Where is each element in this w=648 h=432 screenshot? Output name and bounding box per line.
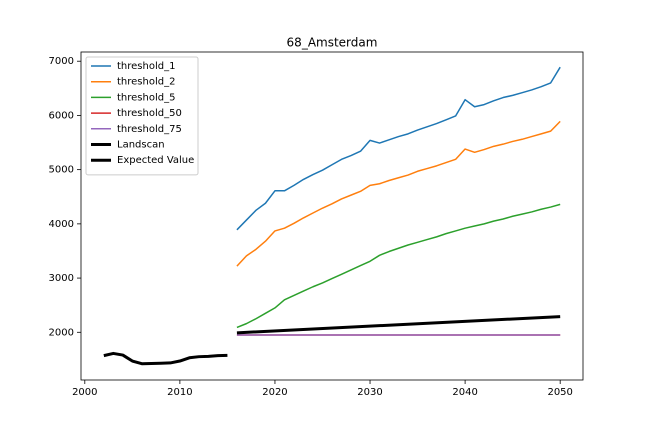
plot-frame	[80, 51, 584, 381]
x-tick-label: 2010	[167, 387, 192, 398]
legend-label: Landscan	[117, 140, 165, 151]
y-tick-label: 5000	[49, 165, 74, 176]
chart-title: 68_Amsterdam	[287, 36, 378, 50]
y-tick-label: 3000	[49, 273, 74, 284]
line-series	[103, 351, 228, 366]
line-series	[236, 66, 561, 231]
x-tick-label: 2040	[452, 387, 477, 398]
y-tick-label: 7000	[49, 56, 74, 67]
x-tick-label: 2050	[547, 387, 572, 398]
line-series	[236, 315, 561, 335]
x-tick-label: 2000	[72, 387, 97, 398]
y-tick-label: 2000	[49, 327, 74, 338]
legend-label: threshold_75	[117, 124, 182, 135]
legend-label: threshold_1	[117, 61, 175, 72]
legend-label: threshold_5	[117, 92, 175, 103]
y-tick-label: 6000	[49, 110, 74, 121]
x-tick-label: 2030	[357, 387, 382, 398]
legend-label: threshold_2	[117, 77, 175, 88]
line-series	[236, 120, 561, 267]
legend-label: threshold_50	[117, 108, 182, 119]
line-series	[236, 203, 561, 329]
legend-box	[85, 56, 199, 176]
y-tick-label: 4000	[49, 219, 74, 230]
legend-label: Expected Value	[117, 155, 194, 166]
x-tick-label: 2020	[262, 387, 287, 398]
